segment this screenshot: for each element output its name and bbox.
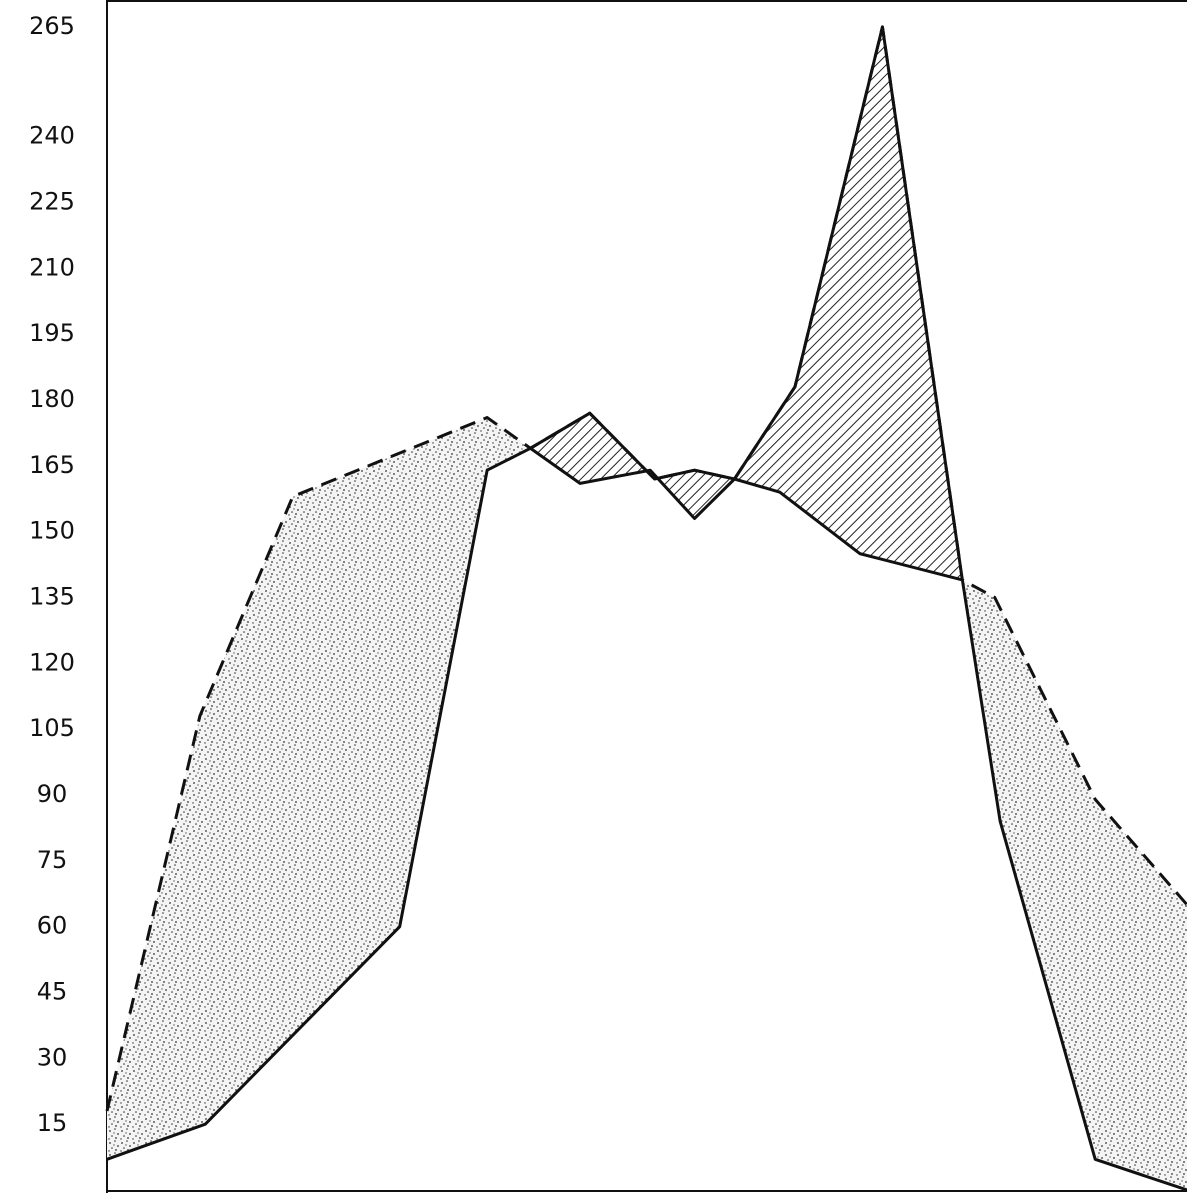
y-tick-label: 195 bbox=[29, 319, 75, 347]
y-tick-label: 180 bbox=[29, 385, 75, 413]
line bbox=[106, 446, 1187, 1192]
y-tick-label: 90 bbox=[37, 780, 68, 808]
y-tick-label: 240 bbox=[29, 122, 75, 150]
hatch-band bbox=[530, 26, 962, 580]
y-tick-label: 15 bbox=[37, 1109, 68, 1137]
y-tick-label: 210 bbox=[29, 253, 75, 281]
y-tick-label: 225 bbox=[29, 188, 75, 216]
y-tick-label: 150 bbox=[29, 517, 75, 545]
y-tick-label: 60 bbox=[37, 912, 68, 940]
line-solid-part bbox=[530, 25, 962, 582]
y-tick-label: 75 bbox=[37, 846, 68, 874]
stipple-band bbox=[107, 26, 1187, 1190]
y-tick-label: 135 bbox=[29, 583, 75, 611]
y-tick-label: 45 bbox=[37, 978, 68, 1006]
y-tick-label: 105 bbox=[29, 714, 75, 742]
y-tick-label: 265 bbox=[29, 12, 75, 40]
y-tick-label: 165 bbox=[29, 451, 75, 479]
y-tick-label: 30 bbox=[37, 1043, 68, 1071]
y-tick-label: 120 bbox=[29, 648, 75, 676]
